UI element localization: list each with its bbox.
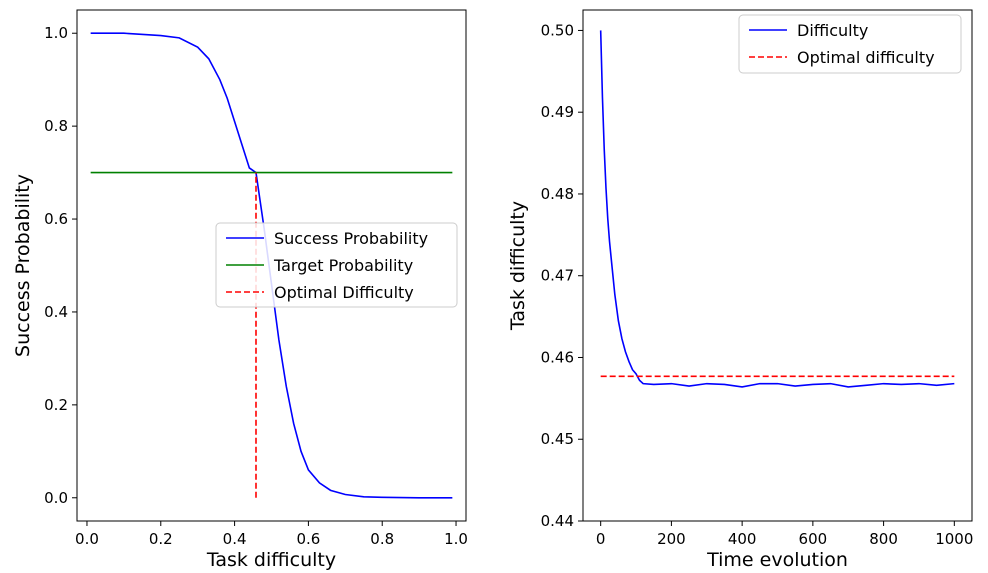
legend-entry: Optimal difficulty <box>797 48 935 67</box>
x-tick-label: 1000 <box>935 530 973 548</box>
x-tick-label: 600 <box>799 530 828 548</box>
plot-frame <box>76 9 467 522</box>
x-tick-label: 800 <box>869 530 898 548</box>
y-tick-label: 0.44 <box>541 512 574 530</box>
y-tick-label: 0.6 <box>44 210 68 228</box>
y-tick-label: 1.0 <box>44 24 68 42</box>
x-tick-label: 1.0 <box>444 530 468 548</box>
y-tick-label: 0.45 <box>541 430 574 448</box>
x-tick-label: 0.4 <box>223 530 247 548</box>
y-tick-label: 0.0 <box>44 489 68 507</box>
y-axis-label: Success Probability <box>12 174 34 357</box>
y-tick-label: 0.50 <box>541 21 574 39</box>
legend-entry: Optimal Difficulty <box>274 283 414 302</box>
plot-frame <box>582 9 973 522</box>
x-tick-label: 0.2 <box>149 530 173 548</box>
legend: Difficulty Optimal difficulty <box>738 14 962 74</box>
y-tick-label: 0.46 <box>541 348 574 366</box>
series-line-1-0 <box>599 30 955 388</box>
y-tick-label: 0.4 <box>44 303 68 321</box>
y-tick-label: 0.48 <box>541 185 574 203</box>
x-tick-label: 400 <box>728 530 757 548</box>
y-axis-label: Task difficulty <box>507 201 529 331</box>
y-tick-label: 0.2 <box>44 396 68 414</box>
legend-box <box>215 222 458 308</box>
x-tick-label: 200 <box>657 530 686 548</box>
right-chart-panel: 0 200 400 600 800 1000 0.44 0.45 0.46 0.47 0.48 0.4… <box>507 9 973 571</box>
y-tick-label: 0.8 <box>44 117 68 135</box>
x-tick-label: 0 <box>596 530 606 548</box>
legend-entry: Target Probability <box>273 256 413 275</box>
legend-entry: Difficulty <box>797 21 868 40</box>
left-chart-panel: 0.0 0.2 0.4 0.6 0.8 1.0 0.0 0.2 0.4 0.6 0.8 1.0 Task… <box>12 9 468 571</box>
x-tick-label: 0.0 <box>75 530 99 548</box>
x-axis-label: Time evolution <box>706 549 848 571</box>
x-axis-label: Task difficulty <box>206 549 336 571</box>
legend-entry: Success Probability <box>274 229 428 248</box>
y-tick-label: 0.47 <box>541 267 574 285</box>
x-tick-label: 0.6 <box>296 530 320 548</box>
x-tick-label: 0.8 <box>370 530 394 548</box>
legend-box <box>738 14 962 74</box>
y-tick-label: 0.49 <box>541 103 574 121</box>
legend: Success Probability Target Probability Opt… <box>215 222 458 308</box>
